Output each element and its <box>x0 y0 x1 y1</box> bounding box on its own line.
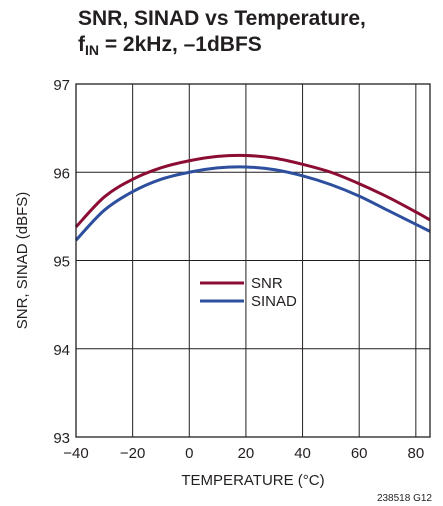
y-tick-label-3: 96 <box>53 165 70 182</box>
legend-label-sinad: SINAD <box>251 293 297 310</box>
plot-frame <box>75 83 431 438</box>
title-f: f <box>78 33 85 56</box>
title-subscript: IN <box>85 42 99 58</box>
chart-title: SNR, SINAD vs Temperature, fIN = 2kHz, –… <box>78 6 438 58</box>
x-tick-label-6: 80 <box>407 445 424 462</box>
x-tick-labels: −40 −20 0 20 40 60 80 <box>63 445 424 462</box>
figure-id-footnote: 238518 G12 <box>377 493 432 504</box>
y-tick-label-0: 93 <box>53 430 70 447</box>
y-tick-label-1: 94 <box>53 342 70 359</box>
y-tick-label-4: 97 <box>53 77 70 94</box>
x-axis-label: TEMPERATURE (°C) <box>181 472 324 489</box>
chart-title-line-1: SNR, SINAD vs Temperature, <box>78 7 366 30</box>
y-axis-label: SNR, SINAD (dBFS) <box>14 192 31 330</box>
grid <box>76 84 430 437</box>
title-rest: = 2kHz, –1dBFS <box>99 33 262 56</box>
y-tick-labels: 93 94 95 96 97 <box>53 77 70 447</box>
x-tick-label-2: 0 <box>185 445 193 462</box>
series-lines <box>74 153 431 242</box>
legend-label-snr: SNR <box>251 275 283 292</box>
series-line-snr <box>74 153 431 228</box>
chart-title-line-2: fIN = 2kHz, –1dBFS <box>78 32 438 58</box>
y-tick-label-2: 95 <box>53 254 70 271</box>
x-tick-label-4: 40 <box>294 445 311 462</box>
x-tick-label-3: 20 <box>238 445 255 462</box>
x-tick-label-1: −20 <box>120 445 145 462</box>
series-line-sinad <box>74 165 431 242</box>
x-tick-label-5: 60 <box>351 445 368 462</box>
x-tick-label-0: −40 <box>63 445 88 462</box>
